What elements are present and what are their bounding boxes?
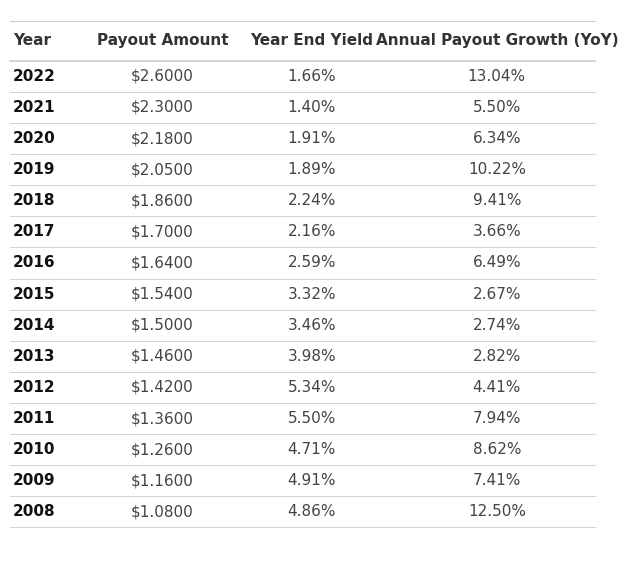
Text: 2008: 2008 xyxy=(13,505,56,519)
Text: 1.91%: 1.91% xyxy=(287,131,336,146)
Text: 2017: 2017 xyxy=(13,224,56,239)
Text: 5.50%: 5.50% xyxy=(472,100,521,115)
Text: 7.94%: 7.94% xyxy=(472,411,521,426)
Text: 2.67%: 2.67% xyxy=(472,286,521,301)
Text: 2013: 2013 xyxy=(13,349,56,364)
Text: 1.66%: 1.66% xyxy=(287,69,336,84)
Text: 5.50%: 5.50% xyxy=(287,411,336,426)
Text: 2015: 2015 xyxy=(13,286,56,301)
Text: $1.4200: $1.4200 xyxy=(131,380,194,395)
Text: 2019: 2019 xyxy=(13,162,56,177)
Text: $1.4600: $1.4600 xyxy=(131,349,194,364)
Text: 7.41%: 7.41% xyxy=(472,473,521,488)
Text: 1.40%: 1.40% xyxy=(287,100,336,115)
Text: 3.32%: 3.32% xyxy=(287,286,336,301)
Text: 2.74%: 2.74% xyxy=(472,317,521,333)
Text: Year End Yield: Year End Yield xyxy=(250,33,373,48)
Text: 4.91%: 4.91% xyxy=(287,473,336,488)
Text: 2.59%: 2.59% xyxy=(287,255,336,270)
Text: 6.49%: 6.49% xyxy=(472,255,521,270)
Text: 2012: 2012 xyxy=(13,380,56,395)
Text: 2010: 2010 xyxy=(13,442,56,457)
Text: 1.89%: 1.89% xyxy=(287,162,336,177)
Text: 2021: 2021 xyxy=(13,100,56,115)
Text: 9.41%: 9.41% xyxy=(472,193,521,208)
Text: 2022: 2022 xyxy=(13,69,56,84)
Text: $1.5400: $1.5400 xyxy=(131,286,194,301)
Text: $1.5000: $1.5000 xyxy=(131,317,194,333)
Text: 2009: 2009 xyxy=(13,473,56,488)
Text: 4.86%: 4.86% xyxy=(287,505,336,519)
Text: $1.2600: $1.2600 xyxy=(131,442,194,457)
Text: Year: Year xyxy=(13,33,51,48)
Text: 3.46%: 3.46% xyxy=(287,317,336,333)
Text: 2.24%: 2.24% xyxy=(287,193,336,208)
Text: $1.1600: $1.1600 xyxy=(131,473,194,488)
Text: $2.6000: $2.6000 xyxy=(131,69,194,84)
Text: 5.34%: 5.34% xyxy=(287,380,336,395)
Text: 2018: 2018 xyxy=(13,193,56,208)
Text: Annual Payout Growth (YoY): Annual Payout Growth (YoY) xyxy=(376,33,618,48)
Text: Payout Amount: Payout Amount xyxy=(97,33,228,48)
Text: $2.0500: $2.0500 xyxy=(131,162,194,177)
Text: 2011: 2011 xyxy=(13,411,56,426)
Text: 6.34%: 6.34% xyxy=(472,131,521,146)
Text: 3.98%: 3.98% xyxy=(287,349,336,364)
Text: $1.7000: $1.7000 xyxy=(131,224,194,239)
Text: $2.1800: $2.1800 xyxy=(131,131,194,146)
Text: 4.41%: 4.41% xyxy=(472,380,521,395)
Text: 3.66%: 3.66% xyxy=(472,224,521,239)
Text: 2020: 2020 xyxy=(13,131,56,146)
Text: 2.82%: 2.82% xyxy=(472,349,521,364)
Text: $2.3000: $2.3000 xyxy=(131,100,194,115)
Text: $1.0800: $1.0800 xyxy=(131,505,194,519)
Text: 4.71%: 4.71% xyxy=(287,442,336,457)
Text: 2016: 2016 xyxy=(13,255,56,270)
Text: 13.04%: 13.04% xyxy=(468,69,526,84)
Text: $1.8600: $1.8600 xyxy=(131,193,194,208)
Text: 2014: 2014 xyxy=(13,317,56,333)
Text: 8.62%: 8.62% xyxy=(472,442,521,457)
Text: $1.6400: $1.6400 xyxy=(131,255,194,270)
Text: $1.3600: $1.3600 xyxy=(131,411,194,426)
Text: 2.16%: 2.16% xyxy=(287,224,336,239)
Text: 10.22%: 10.22% xyxy=(468,162,526,177)
Text: 12.50%: 12.50% xyxy=(468,505,526,519)
